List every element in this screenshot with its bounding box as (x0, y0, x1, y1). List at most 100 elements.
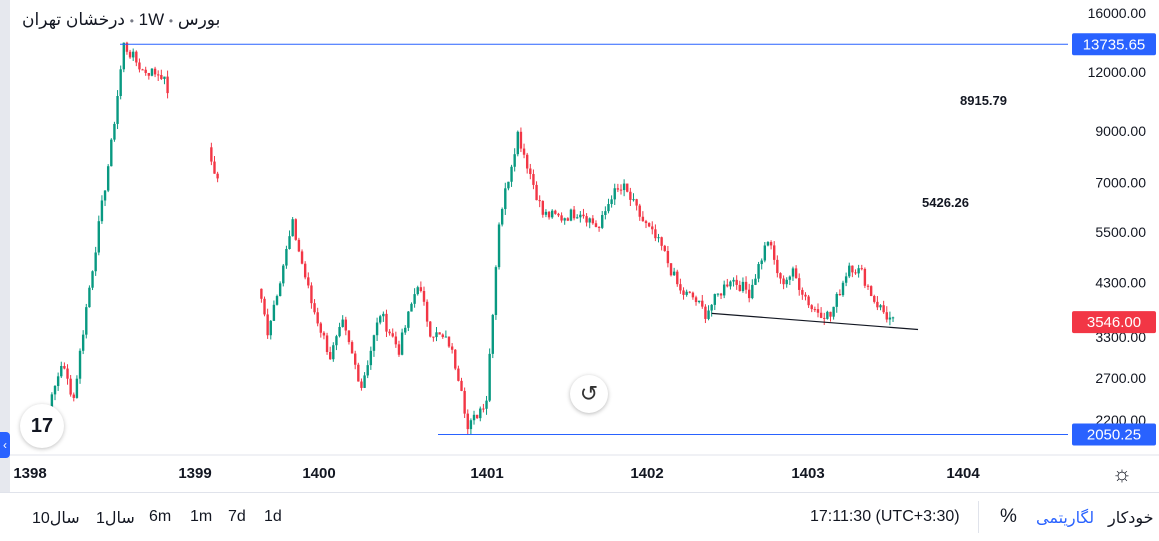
log-scale-toggle[interactable]: لگاریتمی (1036, 510, 1095, 527)
candle-up (510, 166, 513, 182)
symbol-title[interactable]: بورس • 1W • درخشان تهران (22, 10, 220, 30)
toolbar-divider (978, 501, 979, 533)
range-1m-button[interactable]: 1m (190, 508, 213, 525)
candle-up (444, 336, 448, 338)
candle-down (432, 336, 435, 338)
clock-time: 17:11:30 (810, 508, 872, 525)
candle-down (463, 390, 466, 414)
percent-scale-toggle[interactable]: % (1000, 506, 1017, 527)
candle-up (500, 209, 504, 225)
candle-up (579, 214, 582, 218)
candle-up (766, 242, 770, 246)
candle-up (116, 96, 119, 124)
x-tick-label: 1398 (13, 465, 46, 482)
candle-down (482, 408, 485, 410)
reset-chart-button[interactable]: ↺ (570, 375, 608, 413)
candle-down (297, 239, 301, 252)
candle-down (769, 242, 773, 246)
candle-up (760, 260, 763, 265)
candle-up (788, 276, 792, 280)
candle-down (679, 284, 682, 291)
candle-down (397, 344, 401, 355)
candle-down (210, 147, 213, 162)
x-tick-label: 1403 (791, 465, 824, 482)
candle-up (91, 271, 94, 288)
candle-down (735, 279, 738, 285)
candle-down (860, 268, 863, 270)
candle-down (303, 263, 307, 278)
candle-up (832, 306, 835, 317)
candle-up (763, 245, 767, 261)
candle-down (325, 335, 329, 352)
candle-down (798, 278, 801, 290)
candle-up (722, 284, 726, 296)
candle-up (122, 42, 126, 70)
candle-down (438, 332, 441, 335)
clock-readout[interactable]: 17:11:30 (UTC+3:30) (810, 508, 960, 526)
candle-up (53, 386, 57, 395)
candle-up (622, 183, 626, 191)
candle-up (472, 414, 476, 421)
candle-up (131, 51, 135, 58)
candle-down (300, 251, 304, 264)
interval-label[interactable]: 1W (138, 10, 165, 29)
candle-up (672, 271, 676, 276)
candle-down (535, 184, 538, 201)
candle-up (835, 293, 838, 307)
tradingview-logo-icon[interactable]: 17 (20, 404, 64, 448)
candle-down (144, 69, 147, 73)
range-10y-button[interactable]: 10سال (32, 510, 80, 527)
candle-up (410, 303, 413, 312)
range-7d-button[interactable]: 7d (228, 508, 246, 525)
candle-down (554, 210, 557, 214)
candle-up (94, 252, 97, 272)
settings-gear-icon[interactable]: ☼ (1111, 461, 1133, 486)
candle-down (638, 205, 641, 217)
candle-down (141, 69, 144, 71)
candle-up (888, 317, 892, 320)
candle-down (394, 336, 398, 345)
clock-timezone: (UTC+3:30) (875, 508, 960, 525)
y-tick-label: 12000.00 (1088, 64, 1147, 80)
x-tick-label: 1402 (630, 465, 663, 482)
candle-up (657, 237, 660, 239)
candle-up (504, 188, 507, 210)
candle-up (488, 353, 491, 401)
candle-up (588, 218, 591, 223)
range-6m-button[interactable]: 6m (149, 508, 172, 525)
title-separator: • (129, 14, 134, 28)
candle-up (269, 320, 272, 336)
candle-down (654, 229, 657, 239)
candle-down (738, 284, 742, 292)
candle-up (288, 236, 291, 249)
candle-down (807, 296, 810, 306)
candle-up (379, 316, 382, 323)
candle-down (450, 346, 454, 350)
candle-down (869, 286, 873, 297)
candle-up (366, 365, 369, 376)
candle-down (619, 189, 623, 191)
candle-up (469, 420, 473, 430)
candle-up (576, 217, 579, 219)
candle-up (282, 265, 285, 284)
y-axis: 16000.00 12000.00 9000.00 7000.00 5500.00 430… (1088, 5, 1147, 428)
candle-up (285, 248, 288, 266)
auto-scale-toggle[interactable]: خودکار (1108, 510, 1154, 527)
candle-up (879, 305, 882, 308)
candle-up (491, 314, 494, 354)
expand-panel-handle[interactable]: ‹ (0, 432, 10, 458)
candle-up (569, 209, 573, 221)
candle-down (388, 331, 391, 334)
candle-up (119, 69, 122, 97)
price-chart[interactable]: 16000.00 12000.00 9000.00 7000.00 5500.00 430… (0, 0, 1159, 492)
candle-up (507, 181, 510, 189)
candle-up (272, 304, 276, 321)
candle-down (519, 131, 523, 149)
candle-down (360, 381, 363, 388)
candle-down (347, 330, 351, 343)
range-1y-button[interactable]: 1سال (96, 510, 135, 527)
candle-down (135, 51, 138, 63)
candle-down (666, 250, 670, 264)
candle-down (816, 309, 820, 313)
range-1d-button[interactable]: 1d (264, 508, 282, 525)
